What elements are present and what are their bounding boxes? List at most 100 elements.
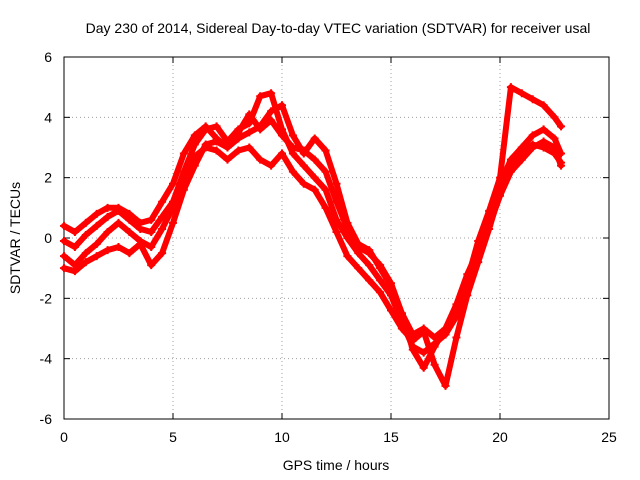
data-point [485,224,494,233]
data-point [147,227,156,236]
data-point [147,243,156,252]
data-point [376,264,385,273]
data-point [267,107,276,116]
data-point [299,179,308,188]
data-point [245,128,254,137]
data-point [267,89,276,98]
data-point [387,282,395,291]
y-tick-label: -2 [40,290,53,306]
data-point [92,209,101,218]
data-point [365,261,374,270]
data-point [103,227,112,236]
data-point [343,218,352,227]
data-point [114,243,123,252]
data-point [452,333,461,342]
data-point [419,327,428,336]
data-point [136,224,145,233]
y-tick-label: 2 [44,170,52,186]
data-point [474,237,483,246]
series-track-d [60,83,566,372]
data-point [332,179,341,188]
data-point [267,161,276,170]
data-point [485,206,494,215]
data-point [528,131,537,140]
data-point [310,134,319,143]
data-point [321,185,330,194]
data-point [190,161,199,170]
y-axis-ticks: -6 -4 -2 0 2 4 6 [40,49,609,427]
data-point [190,131,199,140]
data-point [550,113,559,122]
data-point [419,363,428,372]
data-point [125,227,134,236]
data-point [103,212,112,221]
data-point [190,140,199,149]
data-point [354,249,363,258]
data-point [81,249,90,258]
data-point [343,252,352,261]
y-tick-label: -4 [40,351,53,367]
x-axis-ticks: 0 5 10 15 20 25 [60,57,617,445]
data-point [201,125,210,134]
data-point [136,240,145,249]
data-point [267,116,276,125]
data-point [60,252,68,261]
data-point [256,122,265,131]
x-axis-label: GPS time / hours [283,457,390,473]
data-point [288,131,297,140]
data-point [365,276,374,285]
data-point [169,179,177,188]
data-point [452,309,461,318]
data-point [92,240,101,249]
data-point [354,264,363,273]
data-series [60,83,566,390]
data-point [212,137,221,146]
data-point [332,227,341,236]
data-point [81,230,90,239]
data-point [114,218,123,227]
data-point [288,167,297,176]
x-tick-label: 5 [169,429,177,445]
data-point [517,149,526,158]
data-point [60,221,68,230]
data-point [557,158,566,167]
data-point [387,306,395,315]
data-point [92,252,101,261]
data-point [169,218,177,227]
data-point [234,146,243,155]
data-point [234,125,243,134]
data-point [234,134,243,143]
data-point [506,83,515,92]
data-point [147,215,156,224]
data-point [278,125,286,134]
data-point [474,258,483,267]
data-point [179,185,188,194]
data-point [496,173,504,182]
data-point [212,146,221,155]
data-point [245,119,254,128]
data-point [321,167,330,176]
y-tick-label: 4 [44,109,52,125]
data-point [70,243,79,252]
data-point [288,149,297,158]
data-point [310,155,319,164]
data-point [70,227,79,236]
data-point [441,324,450,333]
data-point [299,161,308,170]
data-point [223,143,232,152]
data-point [245,143,254,152]
x-tick-label: 10 [274,429,290,445]
data-point [528,95,537,104]
data-point [539,101,548,110]
data-point [376,288,385,297]
data-point [158,224,167,233]
data-point [430,342,439,351]
data-point [179,149,188,158]
x-tick-label: 20 [492,429,508,445]
data-point [278,149,286,158]
data-point [539,143,548,152]
y-tick-label: -6 [40,411,53,427]
y-tick-label: 6 [44,49,52,65]
data-point [354,240,363,249]
